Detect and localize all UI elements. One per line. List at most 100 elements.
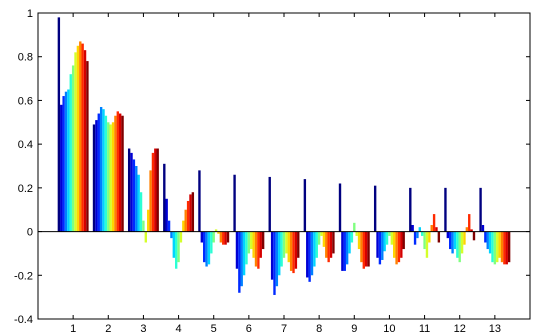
bar-12-11 xyxy=(468,214,471,232)
bar-13-11 xyxy=(503,231,506,265)
y-tick-label: -0.2 xyxy=(14,270,33,282)
bar-10-8 xyxy=(390,231,393,245)
bar-4-12 xyxy=(189,194,192,232)
bar-13-6 xyxy=(491,231,494,263)
bar-8-6 xyxy=(315,231,318,258)
bar-2-3 xyxy=(97,113,100,232)
bar-7-3 xyxy=(273,231,276,295)
bar-5-8 xyxy=(214,229,218,232)
bar-4-10 xyxy=(184,209,187,232)
x-tick-label: 12 xyxy=(454,323,466,335)
bar-9-12 xyxy=(364,231,368,267)
bar-7-8 xyxy=(285,231,288,254)
bar-12-9 xyxy=(463,231,466,245)
bar-1-2 xyxy=(60,104,63,232)
bar-7-5 xyxy=(278,231,281,276)
bar-1-7 xyxy=(71,65,75,232)
bar-6-10 xyxy=(254,231,258,267)
bar-13-7 xyxy=(493,231,497,265)
bar-9-3 xyxy=(343,231,346,271)
bar-10-9 xyxy=(393,231,396,258)
bar-12-1 xyxy=(444,187,447,232)
bar-4-11 xyxy=(186,200,190,232)
bar-2-13 xyxy=(121,115,124,232)
bar-3-10 xyxy=(149,170,152,232)
bar-5-12 xyxy=(224,231,227,245)
bar-2-8 xyxy=(109,124,112,232)
bar-9-11 xyxy=(362,231,365,269)
bar-4-8 xyxy=(179,231,183,243)
bar-12-13 xyxy=(472,231,476,241)
bar-11-8 xyxy=(425,231,429,258)
bar-11-5 xyxy=(418,227,421,232)
bar-9-8 xyxy=(355,231,358,236)
bar-8-2 xyxy=(306,231,309,278)
y-tick-label: -0.4 xyxy=(14,314,33,326)
x-tick-label: 9 xyxy=(351,323,357,335)
bar-7-4 xyxy=(275,231,279,287)
bar-1-5 xyxy=(67,89,70,232)
bar-7-1 xyxy=(268,176,271,232)
bar-11-13 xyxy=(437,231,441,243)
bar-9-1 xyxy=(338,183,342,232)
bar-13-2 xyxy=(481,225,485,232)
bar-8-8 xyxy=(320,231,323,236)
bar-7-13 xyxy=(297,231,300,258)
y-tick-label: 0 xyxy=(27,227,33,239)
bar-11-11 xyxy=(432,214,436,232)
bar-8-10 xyxy=(325,231,328,258)
bar-8-11 xyxy=(327,231,330,263)
bar-1-3 xyxy=(62,96,65,232)
bar-9-13 xyxy=(367,231,370,267)
bar-1-4 xyxy=(64,91,68,232)
bar-5-10 xyxy=(219,231,223,243)
bar-13-9 xyxy=(498,231,501,258)
x-tick-label: 8 xyxy=(316,323,322,335)
bar-10-12 xyxy=(400,231,403,258)
bar-3-1 xyxy=(127,148,131,232)
bar-12-3 xyxy=(449,231,452,250)
bar-12-12 xyxy=(470,229,473,232)
bar-5-5 xyxy=(207,231,211,265)
bar-7-6 xyxy=(280,231,283,267)
x-tick-label: 10 xyxy=(383,323,395,335)
bar-8-7 xyxy=(317,231,321,245)
bar-9-4 xyxy=(345,231,349,265)
bar-3-8 xyxy=(144,231,147,243)
bar-12-2 xyxy=(446,231,450,239)
bar-1-8 xyxy=(74,52,77,232)
bar-13-5 xyxy=(488,231,492,254)
bar-2-11 xyxy=(116,111,119,232)
bar-5-11 xyxy=(222,231,225,245)
bar-13-13 xyxy=(507,231,511,263)
bars-layer xyxy=(57,17,511,295)
bar-4-9 xyxy=(182,220,185,232)
bar-2-12 xyxy=(118,113,122,232)
bar-5-6 xyxy=(210,231,213,254)
bar-2-4 xyxy=(99,106,103,232)
bar-8-1 xyxy=(303,179,307,232)
bar-1-13 xyxy=(86,61,89,232)
bar-8-4 xyxy=(310,231,314,276)
bar-2-7 xyxy=(107,122,110,232)
bar-9-9 xyxy=(357,231,361,250)
bar-3-5 xyxy=(137,174,140,232)
bar-13-3 xyxy=(484,231,487,243)
bar-10-5 xyxy=(383,231,386,252)
bar-3-6 xyxy=(139,192,143,232)
bar-2-5 xyxy=(102,109,105,232)
bar-3-2 xyxy=(130,152,133,232)
bar-1-6 xyxy=(69,74,72,232)
x-tick-label: 11 xyxy=(419,323,430,335)
bar-3-7 xyxy=(142,220,145,232)
x-tick-label: 13 xyxy=(489,323,501,335)
bar-12-4 xyxy=(451,231,454,254)
bar-10-6 xyxy=(385,231,389,245)
bar-11-2 xyxy=(411,225,414,232)
bar-5-2 xyxy=(200,231,204,243)
bar-10-11 xyxy=(397,231,401,263)
bar-2-10 xyxy=(114,115,117,232)
bar-12-10 xyxy=(465,227,469,232)
bar-10-1 xyxy=(373,185,377,232)
x-tick-label: 3 xyxy=(140,323,146,335)
